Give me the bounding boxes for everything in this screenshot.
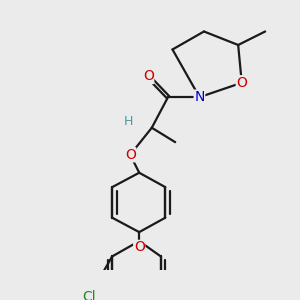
Text: O: O [236,76,247,90]
Text: O: O [125,148,136,162]
Text: O: O [143,70,154,83]
Text: Cl: Cl [82,290,96,300]
Text: N: N [194,90,205,104]
Text: H: H [124,115,133,128]
Text: O: O [134,240,145,254]
